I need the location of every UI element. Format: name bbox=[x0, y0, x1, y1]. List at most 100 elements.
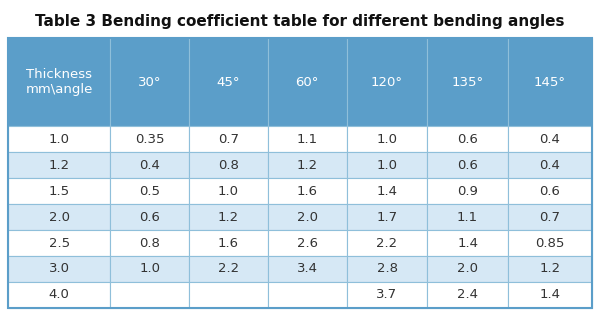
Text: 1.4: 1.4 bbox=[539, 289, 560, 301]
Bar bbox=[110, 256, 189, 282]
Text: 1.2: 1.2 bbox=[539, 262, 560, 276]
Text: 2.0: 2.0 bbox=[297, 211, 318, 223]
Text: 135°: 135° bbox=[452, 75, 484, 89]
Text: 0.5: 0.5 bbox=[139, 185, 160, 197]
Bar bbox=[268, 38, 347, 126]
Text: 0.6: 0.6 bbox=[457, 132, 478, 146]
Text: 2.0: 2.0 bbox=[457, 262, 478, 276]
Bar bbox=[508, 230, 592, 256]
Text: 1.4: 1.4 bbox=[457, 236, 478, 250]
Bar bbox=[268, 126, 347, 152]
Text: 1.0: 1.0 bbox=[377, 132, 398, 146]
Text: 0.6: 0.6 bbox=[457, 158, 478, 172]
Text: 1.1: 1.1 bbox=[457, 211, 478, 223]
Text: 3.4: 3.4 bbox=[297, 262, 318, 276]
Bar bbox=[110, 38, 189, 126]
Bar bbox=[508, 126, 592, 152]
Bar bbox=[110, 230, 189, 256]
Text: 3.0: 3.0 bbox=[49, 262, 70, 276]
Text: 0.4: 0.4 bbox=[539, 158, 560, 172]
Text: 1.0: 1.0 bbox=[49, 132, 70, 146]
Bar bbox=[189, 230, 268, 256]
Text: 0.8: 0.8 bbox=[139, 236, 160, 250]
Bar bbox=[8, 230, 110, 256]
Bar bbox=[110, 204, 189, 230]
Bar bbox=[189, 256, 268, 282]
Bar bbox=[347, 126, 427, 152]
Bar bbox=[268, 152, 347, 178]
Text: 1.1: 1.1 bbox=[297, 132, 318, 146]
Bar bbox=[427, 282, 508, 308]
Bar bbox=[8, 178, 110, 204]
Bar bbox=[427, 126, 508, 152]
Text: 0.4: 0.4 bbox=[139, 158, 160, 172]
Text: 0.4: 0.4 bbox=[539, 132, 560, 146]
Text: 1.0: 1.0 bbox=[139, 262, 160, 276]
Text: 1.2: 1.2 bbox=[297, 158, 318, 172]
Bar bbox=[189, 38, 268, 126]
Bar bbox=[347, 178, 427, 204]
Text: 120°: 120° bbox=[371, 75, 403, 89]
Bar bbox=[508, 256, 592, 282]
Bar bbox=[189, 152, 268, 178]
Text: 0.7: 0.7 bbox=[218, 132, 239, 146]
Bar bbox=[508, 178, 592, 204]
Text: 1.6: 1.6 bbox=[218, 236, 239, 250]
Text: 145°: 145° bbox=[534, 75, 566, 89]
Bar bbox=[8, 282, 110, 308]
Text: 2.8: 2.8 bbox=[377, 262, 398, 276]
Bar bbox=[189, 178, 268, 204]
Bar bbox=[8, 256, 110, 282]
Bar bbox=[189, 282, 268, 308]
Text: 2.4: 2.4 bbox=[457, 289, 478, 301]
Text: 1.0: 1.0 bbox=[377, 158, 398, 172]
Text: Table 3 Bending coefficient table for different bending angles: Table 3 Bending coefficient table for di… bbox=[35, 14, 565, 29]
Bar bbox=[427, 256, 508, 282]
Text: 0.7: 0.7 bbox=[539, 211, 560, 223]
Text: 30°: 30° bbox=[138, 75, 161, 89]
Text: 1.5: 1.5 bbox=[49, 185, 70, 197]
Text: 1.2: 1.2 bbox=[218, 211, 239, 223]
Bar bbox=[8, 204, 110, 230]
Bar bbox=[268, 204, 347, 230]
Text: 1.0: 1.0 bbox=[218, 185, 239, 197]
Bar bbox=[508, 38, 592, 126]
Text: 2.0: 2.0 bbox=[49, 211, 70, 223]
Bar bbox=[427, 38, 508, 126]
Text: 0.85: 0.85 bbox=[535, 236, 565, 250]
Bar bbox=[427, 204, 508, 230]
Bar bbox=[427, 178, 508, 204]
Bar bbox=[8, 38, 592, 308]
Bar bbox=[8, 126, 110, 152]
Bar bbox=[508, 152, 592, 178]
Bar bbox=[189, 126, 268, 152]
Bar bbox=[268, 178, 347, 204]
Bar bbox=[427, 152, 508, 178]
Text: 2.2: 2.2 bbox=[218, 262, 239, 276]
Text: 0.8: 0.8 bbox=[218, 158, 239, 172]
Bar bbox=[8, 152, 110, 178]
Text: 0.9: 0.9 bbox=[457, 185, 478, 197]
Text: 1.6: 1.6 bbox=[297, 185, 318, 197]
Text: 0.6: 0.6 bbox=[539, 185, 560, 197]
Text: 45°: 45° bbox=[217, 75, 240, 89]
Text: 2.2: 2.2 bbox=[376, 236, 398, 250]
Bar bbox=[508, 204, 592, 230]
Bar bbox=[110, 152, 189, 178]
Text: 60°: 60° bbox=[296, 75, 319, 89]
Bar bbox=[110, 178, 189, 204]
Text: 4.0: 4.0 bbox=[49, 289, 70, 301]
Bar bbox=[8, 38, 110, 126]
Bar bbox=[347, 256, 427, 282]
Bar bbox=[347, 38, 427, 126]
Bar bbox=[508, 282, 592, 308]
Text: 0.6: 0.6 bbox=[139, 211, 160, 223]
Bar bbox=[189, 204, 268, 230]
Text: Thickness
mm\angle: Thickness mm\angle bbox=[25, 68, 93, 96]
Bar bbox=[347, 230, 427, 256]
Text: 2.6: 2.6 bbox=[297, 236, 318, 250]
Text: 2.5: 2.5 bbox=[49, 236, 70, 250]
Bar bbox=[427, 230, 508, 256]
Text: 1.7: 1.7 bbox=[376, 211, 398, 223]
Bar bbox=[268, 230, 347, 256]
